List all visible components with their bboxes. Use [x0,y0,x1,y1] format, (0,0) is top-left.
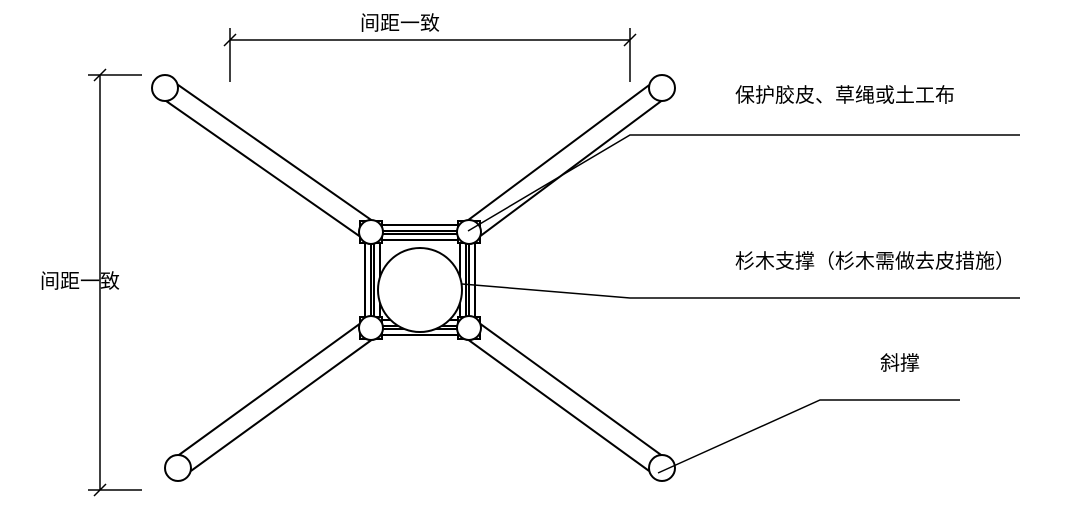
corner-pad-bl [359,316,383,340]
dim-top-label: 间距一致 [360,12,440,35]
brace-top-left-end-circle [152,75,178,101]
brace-top-left [159,80,376,240]
callout-leaders: 保护胶皮、草绳或土工布杉木支撑（杉木需做去皮措施） 斜撑 [462,84,1020,473]
brace-top-right-end-circle [649,75,675,101]
dim-left-label: 间距一致 [40,270,120,293]
callout-leader-cedar_support [462,284,1020,298]
corner-pad-tr [457,220,481,244]
callout-label-protective_wrap: 保护胶皮、草绳或土工布 [735,84,955,107]
brace-bottom-right [463,320,668,476]
dimension-lines: 间距一致间距一致 [40,12,636,496]
brace-bottom-right-end-circle [649,455,675,481]
corner-pad-tl [359,220,383,244]
callout-leader-diagonal_brace [658,400,960,473]
corner-pad-br [457,316,481,340]
callout-label-diagonal_brace: 斜撑 [880,352,920,375]
brace-bottom-left-end-circle [165,455,191,481]
callout-label-cedar_support: 杉木支撑（杉木需做去皮措施） [735,250,1015,273]
tree-support-top-view-diagram: 间距一致间距一致保护胶皮、草绳或土工布杉木支撑（杉木需做去皮措施）斜撑 [0,0,1080,528]
brace-bottom-left [172,320,377,476]
trunk-circle [378,248,462,332]
